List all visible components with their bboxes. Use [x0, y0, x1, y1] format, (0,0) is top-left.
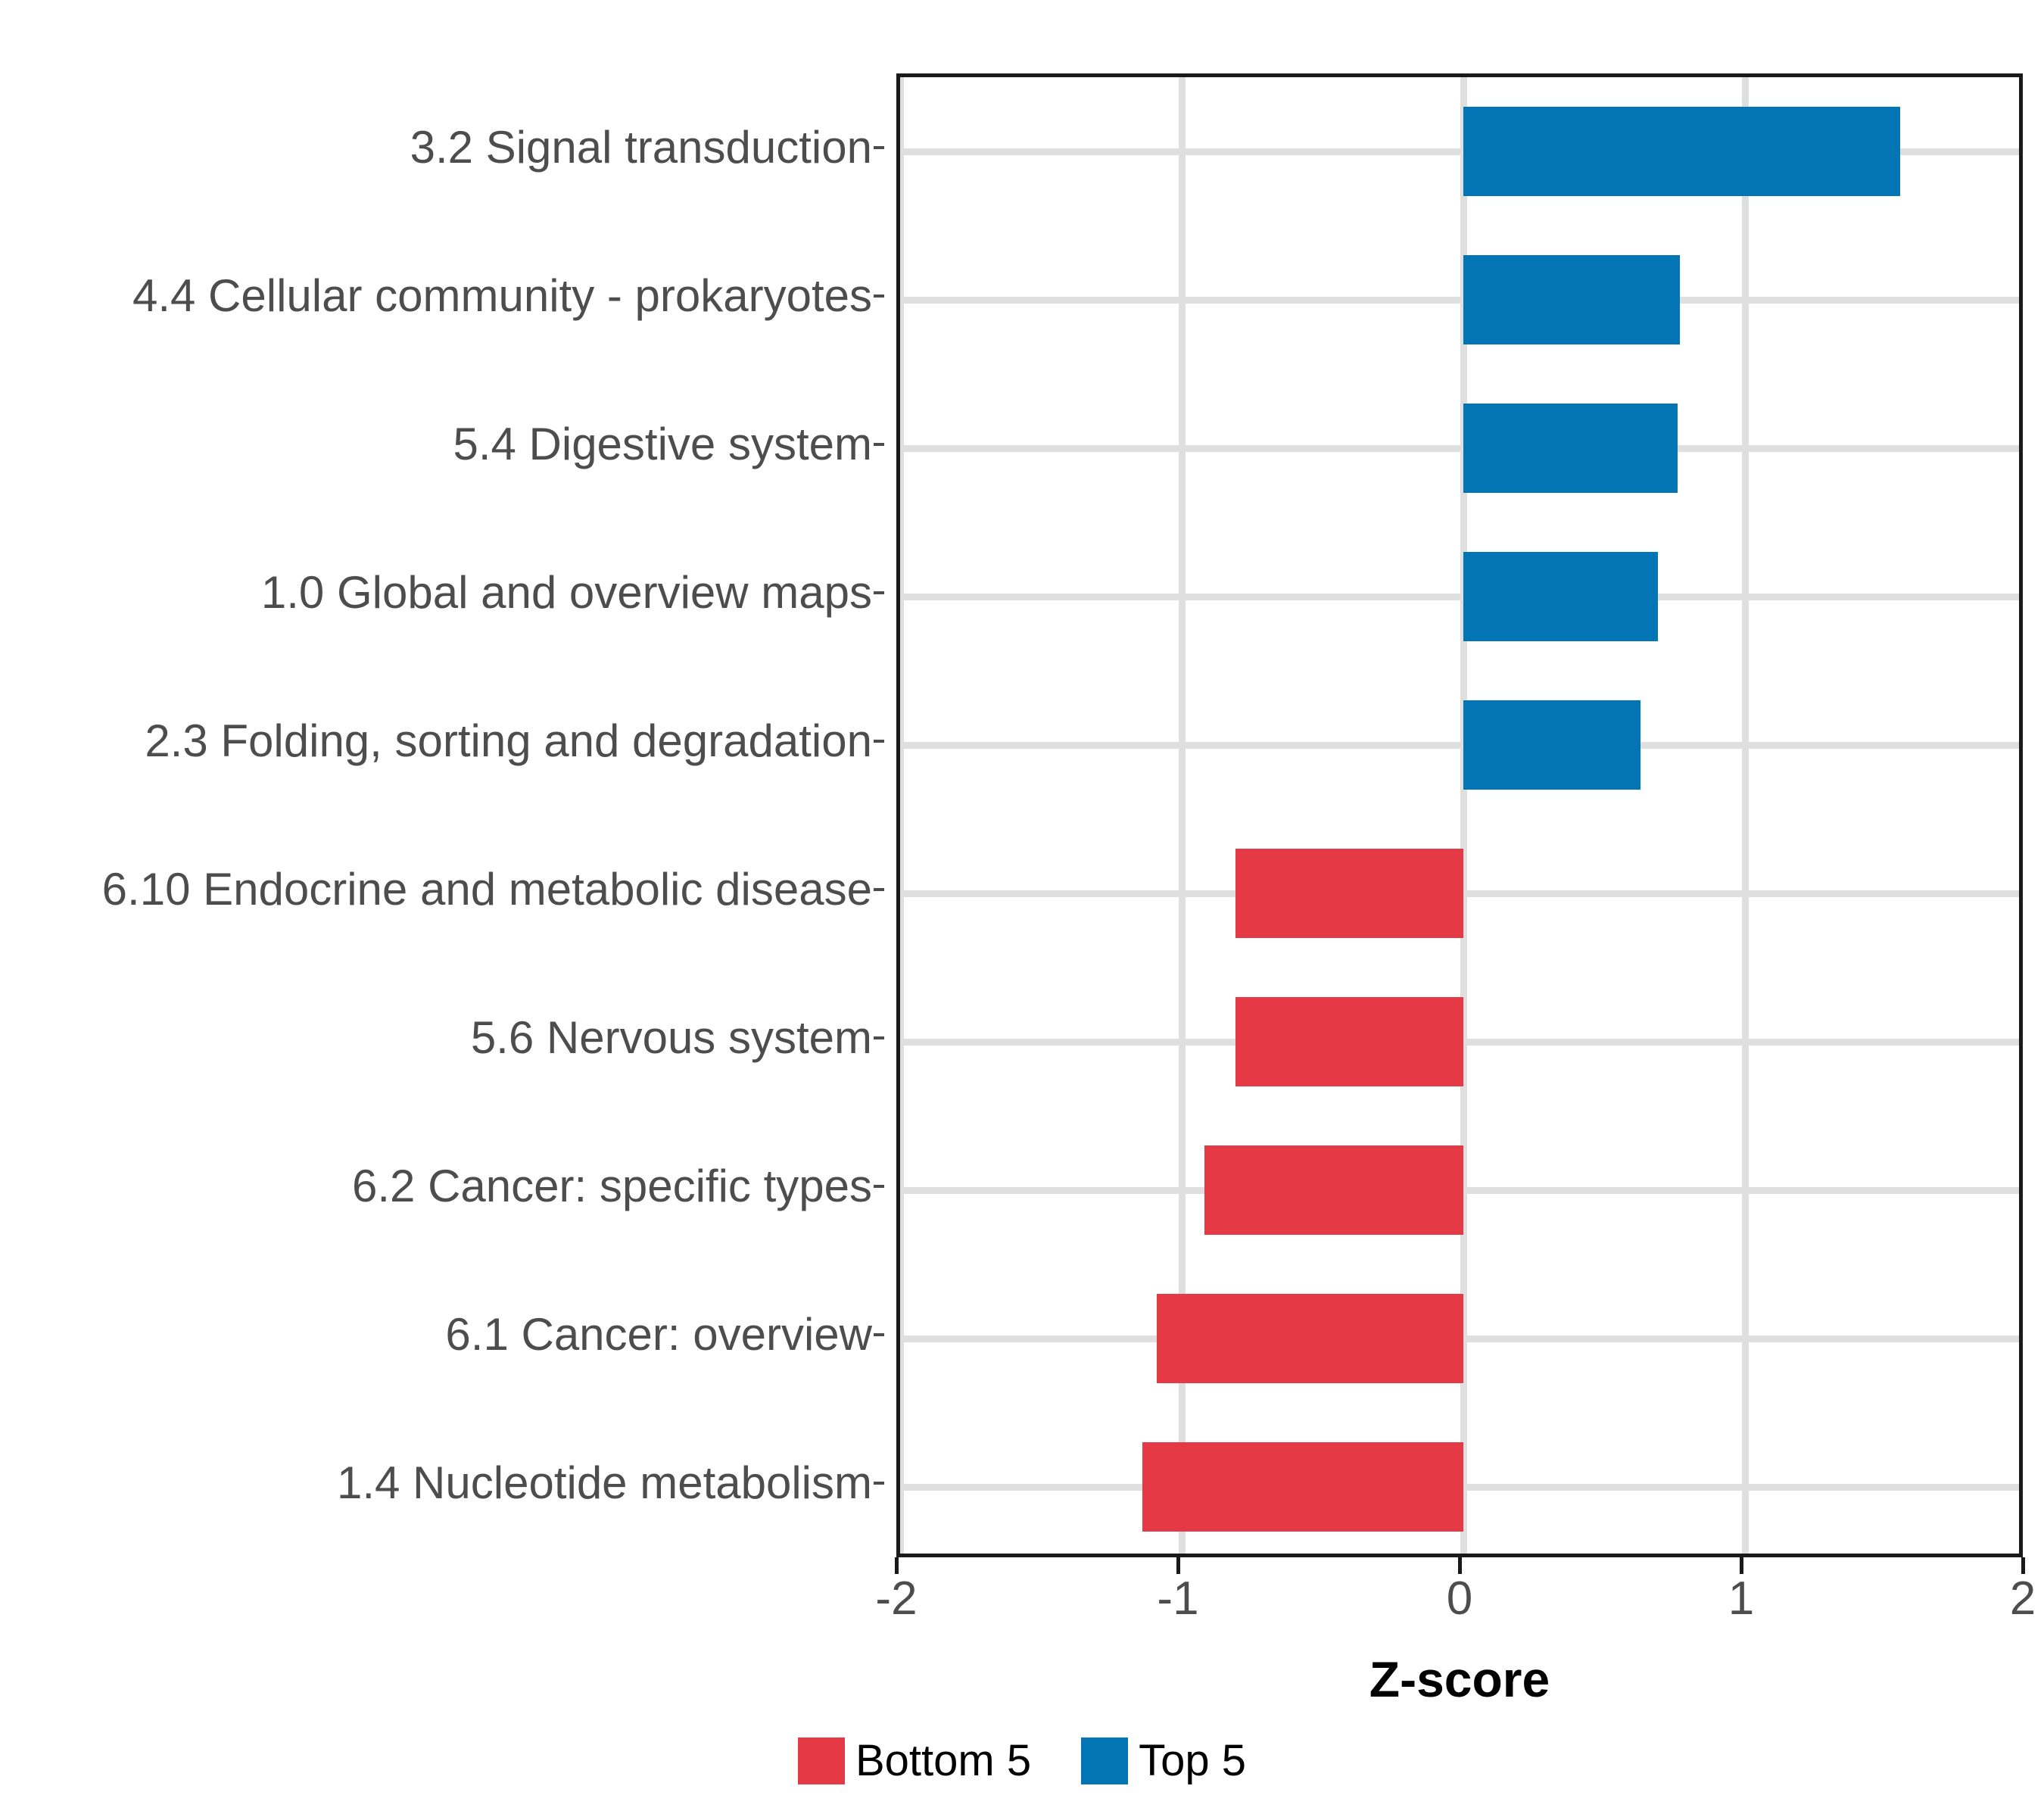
gridline-horizontal: [900, 742, 2019, 749]
x-axis-tick-label: 0: [1446, 1572, 1473, 1625]
y-axis-tick-4: 1.0 Global and overview maps: [0, 559, 884, 627]
bar: [1463, 255, 1681, 344]
y-axis-tick-label: 5.6 Nervous system: [470, 1012, 872, 1063]
y-axis-tick-mark: [874, 740, 884, 743]
y-axis-tick-label: 3.2 Signal transduction: [410, 122, 872, 173]
y-axis-tick-7: 5.6 Nervous system: [0, 1004, 884, 1072]
y-axis-tick-label: 6.10 Endocrine and metabolic disease: [101, 864, 872, 915]
y-axis-tick-1: 3.2 Signal transduction: [0, 114, 884, 182]
y-axis-tick-mark: [874, 443, 884, 446]
x-axis-tick-mark: [1176, 1557, 1180, 1574]
gridline-horizontal: [900, 148, 2019, 155]
bar: [1463, 107, 1900, 196]
y-axis-labels: 3.2 Signal transduction 4.4 Cellular comm…: [0, 73, 884, 1557]
gridline-vertical: [1179, 77, 1186, 1554]
y-axis-tick-3: 5.4 Digestive system: [0, 410, 884, 478]
y-axis-tick-label: 2.3 Folding, sorting and degradation: [145, 715, 872, 766]
legend-swatch: [1081, 1738, 1129, 1784]
gridline-horizontal: [900, 445, 2019, 452]
y-axis-tick-mark: [874, 888, 884, 891]
y-axis-tick-label: 1.0 Global and overview maps: [260, 567, 872, 618]
y-axis-tick-label: 4.4 Cellular community - prokaryotes: [132, 270, 872, 321]
y-axis-tick-label: 1.4 Nucleotide metabolism: [336, 1457, 872, 1508]
y-axis-tick-2: 4.4 Cellular community - prokaryotes: [0, 262, 884, 330]
y-axis-tick-label: 6.1 Cancer: overview: [445, 1309, 872, 1360]
y-axis-tick-mark: [874, 1482, 884, 1485]
bar: [1156, 1294, 1463, 1383]
bar: [1235, 849, 1463, 938]
y-axis-tick-label: 6.2 Cancer: specific types: [352, 1161, 872, 1211]
x-axis-tick-mark: [895, 1557, 899, 1574]
gridline-vertical: [1742, 77, 1749, 1554]
bar: [1142, 1442, 1463, 1532]
gridline-horizontal: [900, 297, 2019, 304]
y-axis-tick-6: 6.10 Endocrine and metabolic disease: [0, 856, 884, 924]
y-axis-tick-8: 6.2 Cancer: specific types: [0, 1152, 884, 1220]
legend-item[interactable]: Bottom 5: [797, 1736, 1032, 1785]
y-axis-tick-mark: [874, 591, 884, 594]
x-axis: -2 -1 0 1 2: [875, 1557, 2036, 1648]
x-axis-tick-label: -2: [875, 1572, 918, 1625]
plot-area: [900, 77, 2019, 1554]
x-axis-title: Z-score: [1369, 1651, 1550, 1707]
y-axis-tick-5: 2.3 Folding, sorting and degradation: [0, 707, 884, 775]
y-axis-tick-mark: [874, 146, 884, 149]
x-axis-tick-label: 2: [2009, 1572, 2036, 1625]
x-axis-tick-mark: [2021, 1557, 2025, 1574]
x-axis-tick-mark: [1458, 1557, 1462, 1574]
bar: [1463, 404, 1678, 493]
y-axis-tick-9: 6.1 Cancer: overview: [0, 1301, 884, 1369]
x-axis-tick-label: -1: [1157, 1572, 1199, 1625]
y-axis-tick-mark: [874, 295, 884, 298]
x-axis-tick-label: 1: [1728, 1572, 1755, 1625]
bar: [1204, 1145, 1463, 1235]
gridline-vertical: [1460, 77, 1467, 1554]
legend-item[interactable]: Top 5: [1081, 1738, 1246, 1784]
legend: Bottom 5 Top 5: [0, 1738, 2044, 1784]
y-axis-tick-mark: [874, 1036, 884, 1039]
y-axis-tick-label: 5.4 Digestive system: [453, 419, 872, 469]
plot-panel: [896, 73, 2023, 1557]
x-axis-tick-mark: [1740, 1557, 1743, 1574]
bar: [1463, 552, 1658, 641]
legend-swatch: [797, 1738, 845, 1784]
bar: [1463, 700, 1641, 790]
gridline-vertical: [900, 77, 904, 1554]
y-axis-tick-mark: [874, 1333, 884, 1336]
gridline-horizontal: [900, 594, 2019, 600]
legend-label: Top 5: [1139, 1736, 1246, 1785]
y-axis-tick-mark: [874, 1185, 884, 1188]
bar: [1235, 997, 1463, 1086]
legend-label: Bottom 5: [855, 1736, 1032, 1785]
y-axis-tick-10: 1.4 Nucleotide metabolism: [0, 1449, 884, 1517]
